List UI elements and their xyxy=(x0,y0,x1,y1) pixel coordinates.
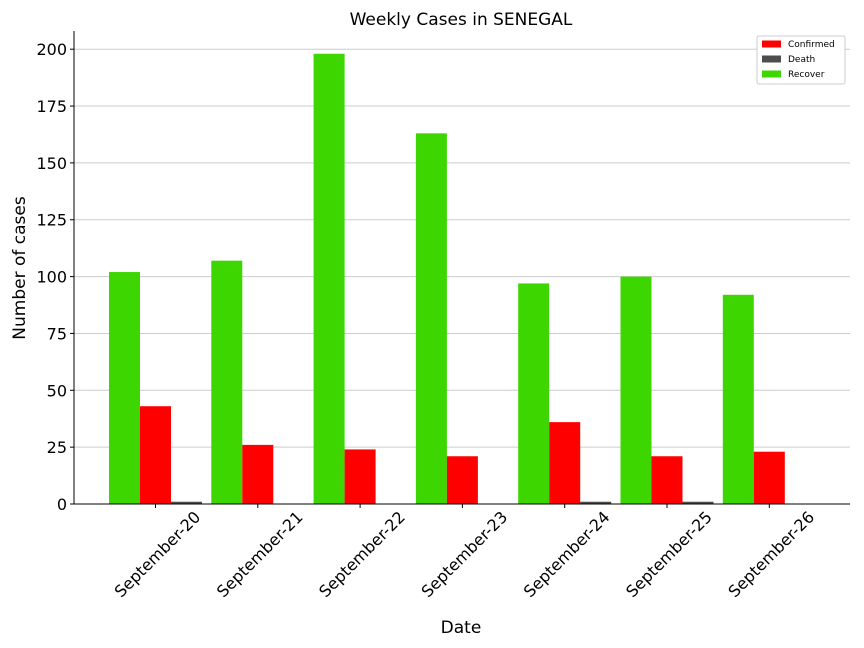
bar-recover-september-20 xyxy=(109,272,140,504)
y-tick-label: 75 xyxy=(47,324,67,343)
y-tick-label: 125 xyxy=(36,211,67,230)
legend: Confirmed Death Recover xyxy=(756,35,846,85)
bar-death-september-20 xyxy=(171,501,202,504)
bar-recover-september-24 xyxy=(518,283,550,504)
y-tick-label: 150 xyxy=(36,154,67,173)
bar-recover-september-25 xyxy=(620,276,652,504)
grid-lines xyxy=(74,48,850,505)
legend-label-death: Death xyxy=(788,55,815,65)
bar-confirmed-september-23 xyxy=(446,456,478,504)
bar-confirmed-september-24 xyxy=(549,422,581,504)
y-tick-label: 50 xyxy=(47,381,67,400)
y-axis-title: Number of cases xyxy=(10,196,30,340)
x-tick-label: September-26 xyxy=(724,507,818,601)
x-ticks: September-20 September-21 September-22 Sept… xyxy=(111,504,818,601)
bar-recover-september-22 xyxy=(313,53,345,504)
legend-swatch-confirmed xyxy=(762,40,781,48)
y-ticks: 0 25 50 75 100 125 150 175 200 xyxy=(36,40,74,514)
bars xyxy=(109,53,785,504)
y-tick-label: 200 xyxy=(36,40,67,59)
bar-recover-september-23 xyxy=(415,133,447,504)
chart-title: Weekly Cases in SENEGAL xyxy=(350,10,573,30)
legend-swatch-death xyxy=(762,55,781,63)
x-tick-label: September-20 xyxy=(111,507,205,601)
y-tick-label: 0 xyxy=(57,495,67,514)
y-tick-label: 175 xyxy=(36,97,67,116)
bar-confirmed-september-25 xyxy=(651,456,683,504)
x-tick-label: September-25 xyxy=(622,507,716,601)
bar-death-september-24 xyxy=(580,501,612,504)
bar-confirmed-september-21 xyxy=(242,444,274,504)
legend-label-confirmed: Confirmed xyxy=(788,40,835,50)
x-tick-label: September-24 xyxy=(520,507,614,601)
y-tick-label: 100 xyxy=(36,268,67,287)
bar-recover-september-26 xyxy=(722,294,754,504)
legend-label-recover: Recover xyxy=(788,70,825,80)
x-tick-label: September-23 xyxy=(418,507,512,601)
bar-confirmed-september-20 xyxy=(140,406,171,504)
bar-recover-september-21 xyxy=(211,260,243,504)
legend-swatch-recover xyxy=(762,70,781,78)
x-tick-label: September-22 xyxy=(315,507,409,601)
bar-confirmed-september-22 xyxy=(344,449,376,504)
bar-confirmed-september-26 xyxy=(753,451,785,504)
y-tick-label: 25 xyxy=(47,438,67,457)
x-axis-title: Date xyxy=(441,618,482,638)
bar-death-september-25 xyxy=(682,501,714,504)
x-tick-label: September-21 xyxy=(213,507,307,601)
